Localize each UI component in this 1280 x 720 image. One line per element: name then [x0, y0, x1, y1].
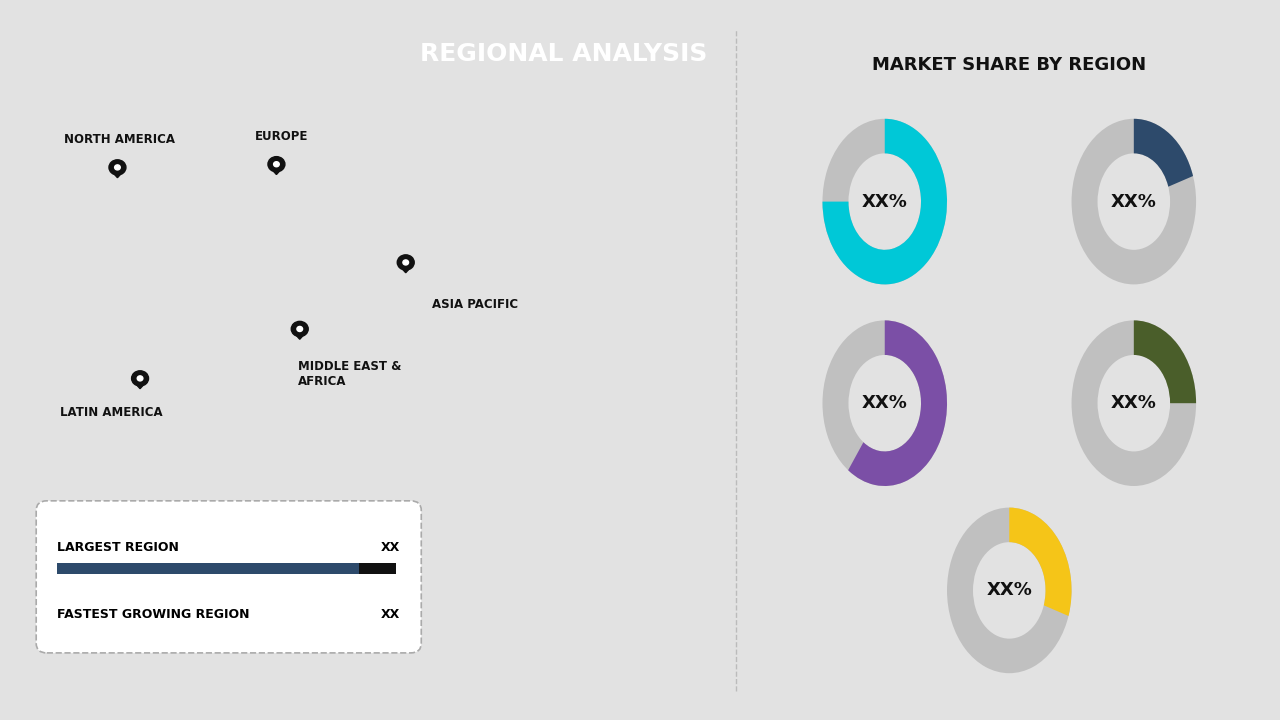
Circle shape [274, 162, 279, 167]
Wedge shape [1134, 119, 1193, 186]
Wedge shape [947, 508, 1071, 673]
Wedge shape [1071, 320, 1196, 486]
Text: XX: XX [381, 541, 401, 554]
Bar [360, 563, 396, 575]
Circle shape [268, 157, 285, 172]
FancyBboxPatch shape [36, 501, 421, 653]
Text: XX: XX [381, 608, 401, 621]
Polygon shape [269, 166, 284, 174]
Wedge shape [1134, 320, 1196, 403]
Text: REGIONAL ANALYSIS: REGIONAL ANALYSIS [420, 42, 707, 66]
Polygon shape [133, 380, 147, 389]
Circle shape [292, 321, 308, 336]
Text: LATIN AMERICA: LATIN AMERICA [59, 405, 163, 418]
Circle shape [109, 160, 125, 175]
Text: LARGEST REGION: LARGEST REGION [58, 541, 179, 554]
Wedge shape [1071, 119, 1196, 284]
Wedge shape [823, 320, 947, 486]
Text: MIDDLE EAST &
AFRICA: MIDDLE EAST & AFRICA [298, 360, 401, 388]
Wedge shape [849, 320, 947, 486]
Polygon shape [398, 264, 413, 273]
Text: MARKET SHARE BY REGION: MARKET SHARE BY REGION [872, 55, 1147, 73]
Circle shape [132, 371, 148, 386]
Text: XX%: XX% [1111, 192, 1157, 210]
Text: XX%: XX% [861, 395, 908, 412]
Wedge shape [823, 119, 947, 284]
Text: EUROPE: EUROPE [255, 130, 308, 143]
Wedge shape [1009, 508, 1071, 616]
Text: FASTEST GROWING REGION: FASTEST GROWING REGION [58, 608, 250, 621]
Bar [58, 563, 360, 575]
Text: XX%: XX% [861, 192, 908, 210]
Wedge shape [823, 119, 947, 284]
Polygon shape [292, 331, 307, 339]
Text: XX%: XX% [987, 582, 1032, 599]
Circle shape [297, 326, 302, 331]
Text: XX%: XX% [1111, 395, 1157, 412]
Circle shape [397, 255, 415, 270]
Circle shape [115, 165, 120, 170]
Polygon shape [110, 169, 125, 178]
Text: NORTH AMERICA: NORTH AMERICA [64, 133, 175, 146]
Circle shape [137, 376, 143, 381]
Text: ASIA PACIFIC: ASIA PACIFIC [431, 298, 518, 311]
Circle shape [403, 260, 408, 265]
